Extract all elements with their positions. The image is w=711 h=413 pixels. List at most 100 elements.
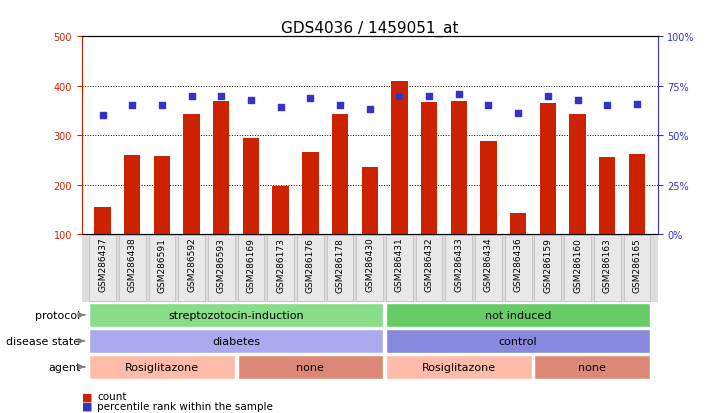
Point xyxy=(275,105,287,112)
Point xyxy=(602,103,613,109)
Text: Rosiglitazone: Rosiglitazone xyxy=(125,362,199,372)
Bar xyxy=(237,236,264,301)
Bar xyxy=(237,355,383,379)
Text: GSM286592: GSM286592 xyxy=(187,237,196,292)
Text: none: none xyxy=(296,362,324,372)
Text: GSM286431: GSM286431 xyxy=(395,237,404,292)
Point xyxy=(631,101,643,107)
Point xyxy=(513,111,524,117)
Bar xyxy=(297,236,324,301)
Bar xyxy=(154,157,170,235)
Bar xyxy=(362,168,378,235)
Point xyxy=(572,97,583,104)
Bar xyxy=(267,236,294,301)
Text: GSM286433: GSM286433 xyxy=(454,237,464,292)
Text: GSM286173: GSM286173 xyxy=(276,237,285,292)
Bar xyxy=(386,236,413,301)
Bar xyxy=(213,101,230,235)
Text: ■: ■ xyxy=(82,401,92,411)
Text: percentile rank within the sample: percentile rank within the sample xyxy=(97,401,273,411)
Bar xyxy=(302,153,319,235)
Text: none: none xyxy=(579,362,606,372)
Text: GSM286437: GSM286437 xyxy=(98,237,107,292)
Bar xyxy=(445,236,472,301)
Text: diabetes: diabetes xyxy=(212,336,260,346)
Bar xyxy=(272,187,289,235)
Bar xyxy=(564,236,591,301)
Bar xyxy=(540,104,556,235)
Text: GSM286159: GSM286159 xyxy=(543,237,552,292)
Point xyxy=(215,93,227,100)
Bar xyxy=(124,156,140,235)
Bar xyxy=(505,236,532,301)
Text: GSM286591: GSM286591 xyxy=(157,237,166,292)
Text: protocol: protocol xyxy=(36,310,80,320)
Point xyxy=(424,93,435,100)
Bar xyxy=(386,355,532,379)
Bar xyxy=(510,213,526,235)
Text: control: control xyxy=(499,336,538,346)
Bar xyxy=(421,102,437,235)
Bar xyxy=(89,236,116,301)
Text: Rosiglitazone: Rosiglitazone xyxy=(422,362,496,372)
Text: GSM286438: GSM286438 xyxy=(128,237,137,292)
Text: GSM286593: GSM286593 xyxy=(217,237,226,292)
Text: count: count xyxy=(97,392,127,401)
Text: GSM286176: GSM286176 xyxy=(306,237,315,292)
Text: streptozotocin-induction: streptozotocin-induction xyxy=(169,310,304,320)
Text: GSM286165: GSM286165 xyxy=(632,237,641,292)
Point xyxy=(394,93,405,100)
Bar xyxy=(386,329,651,353)
Bar xyxy=(570,114,586,235)
Text: not induced: not induced xyxy=(485,310,551,320)
Bar xyxy=(356,236,383,301)
Text: GSM286436: GSM286436 xyxy=(513,237,523,292)
Bar xyxy=(599,158,616,235)
Text: agent: agent xyxy=(48,362,80,372)
Bar xyxy=(243,139,259,235)
Point xyxy=(97,113,108,119)
Bar xyxy=(629,154,645,235)
Text: GSM286160: GSM286160 xyxy=(573,237,582,292)
Point xyxy=(127,103,138,109)
Bar xyxy=(535,355,651,379)
Text: ■: ■ xyxy=(82,392,92,401)
Bar xyxy=(89,355,235,379)
Text: GSM286169: GSM286169 xyxy=(247,237,255,292)
Point xyxy=(304,95,316,102)
Bar xyxy=(481,142,496,235)
Bar xyxy=(332,114,348,235)
Text: GSM286163: GSM286163 xyxy=(603,237,611,292)
Bar xyxy=(416,236,442,301)
Point xyxy=(334,103,346,109)
Bar xyxy=(95,207,111,235)
Bar xyxy=(149,236,176,301)
Point xyxy=(364,107,375,114)
Title: GDS4036 / 1459051_at: GDS4036 / 1459051_at xyxy=(281,21,459,37)
Bar xyxy=(208,236,235,301)
Text: GSM286434: GSM286434 xyxy=(484,237,493,292)
Bar xyxy=(475,236,502,301)
Point xyxy=(483,103,494,109)
Point xyxy=(245,97,257,104)
Bar xyxy=(386,303,651,327)
Point xyxy=(542,93,554,100)
Text: GSM286432: GSM286432 xyxy=(424,237,434,292)
Bar xyxy=(594,236,621,301)
Text: disease state: disease state xyxy=(6,336,80,346)
Bar xyxy=(535,236,561,301)
Bar xyxy=(624,236,651,301)
Point xyxy=(186,93,197,100)
Bar xyxy=(451,101,467,235)
Text: GSM286430: GSM286430 xyxy=(365,237,374,292)
Bar xyxy=(119,236,146,301)
Bar xyxy=(326,236,353,301)
Text: GSM286178: GSM286178 xyxy=(336,237,345,292)
Bar xyxy=(89,303,383,327)
Bar xyxy=(178,236,205,301)
Point xyxy=(453,91,464,98)
Bar xyxy=(391,81,407,235)
Bar xyxy=(183,115,200,235)
Point xyxy=(156,103,168,109)
Bar xyxy=(89,329,383,353)
